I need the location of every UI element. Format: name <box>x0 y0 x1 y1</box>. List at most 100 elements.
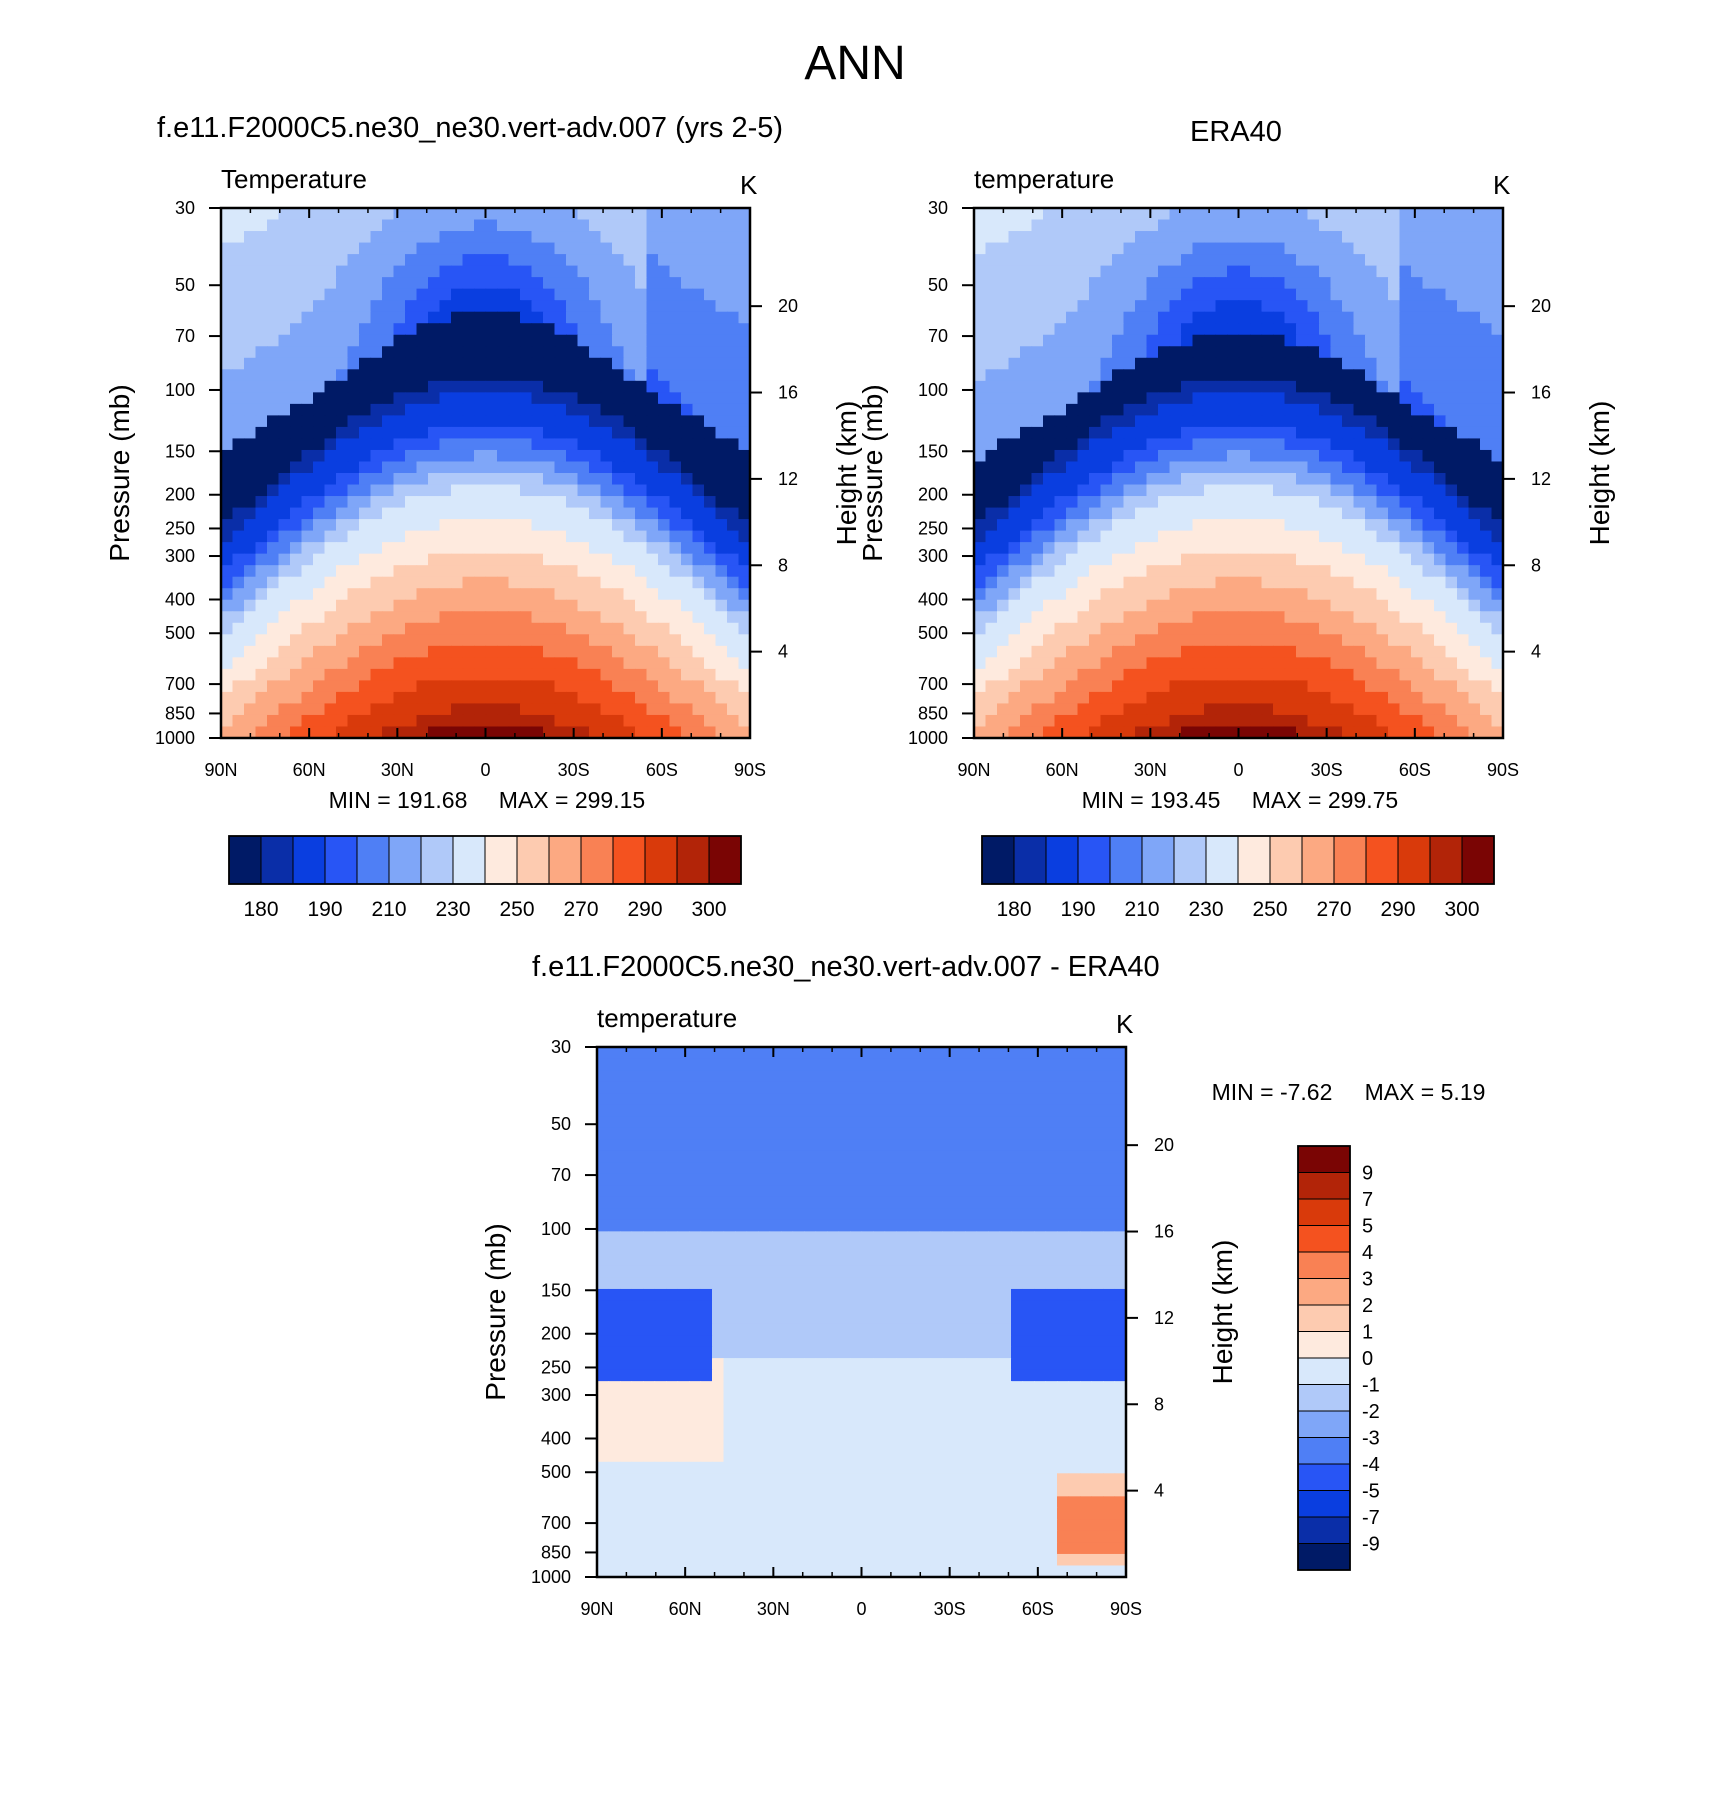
contour-cell <box>758 1173 771 1186</box>
contour-cell <box>681 438 694 451</box>
contour-cell <box>643 1104 656 1117</box>
contour-cell <box>827 1081 840 1094</box>
contour-cell <box>1054 599 1067 612</box>
contour-cell <box>428 691 441 705</box>
contour-cell <box>370 703 383 716</box>
contour-cell <box>462 484 475 497</box>
contour-cell <box>1034 1104 1047 1117</box>
contour-cell <box>566 507 579 520</box>
contour-cell <box>654 1150 667 1163</box>
contour-cell <box>738 231 750 244</box>
contour-cell <box>1020 588 1033 601</box>
contour-cell <box>1057 1047 1070 1060</box>
contour-cell <box>577 438 590 451</box>
contour-cell <box>1100 265 1113 278</box>
contour-cell <box>1399 392 1412 405</box>
contour-cell <box>1296 277 1309 290</box>
contour-cell <box>1112 392 1125 405</box>
contour-cell <box>1020 599 1033 612</box>
contour-cell <box>612 426 625 440</box>
contour-cell <box>382 323 395 336</box>
contour-cell <box>600 553 613 566</box>
contour-cell <box>974 357 987 370</box>
contour-cell <box>1135 553 1148 566</box>
contour-cell <box>1181 254 1194 267</box>
contour-cell <box>451 507 464 520</box>
contour-cell <box>738 542 750 555</box>
contour-cell <box>1123 346 1136 359</box>
contour-cell <box>255 323 268 336</box>
contour-cell <box>1066 496 1079 509</box>
contour-cell <box>1089 726 1102 738</box>
contour-cell <box>1273 668 1286 681</box>
contour-cell <box>1273 311 1286 324</box>
contour-cell <box>336 415 349 428</box>
contour-cell <box>531 599 544 612</box>
contour-cell <box>278 565 291 578</box>
contour-cell <box>405 415 418 428</box>
contour-cell <box>1146 622 1159 635</box>
contour-cell <box>1192 703 1205 716</box>
contour-cell <box>1077 231 1090 244</box>
contour-cell <box>658 300 671 313</box>
contour-cell <box>1146 277 1159 290</box>
contour-cell <box>393 645 406 658</box>
contour-cell <box>997 323 1010 336</box>
contour-cell <box>727 691 740 705</box>
contour-cell <box>1422 231 1435 244</box>
contour-cell <box>635 461 648 474</box>
contour-cell <box>336 611 349 624</box>
contour-cell <box>1089 231 1102 244</box>
contour-cell <box>1077 242 1090 255</box>
contour-cell <box>301 277 314 290</box>
contour-cell <box>861 1173 874 1186</box>
contour-cell <box>1011 1127 1024 1140</box>
contour-cell <box>531 496 544 509</box>
contour-cell <box>221 703 234 716</box>
contour-cell <box>1215 265 1228 278</box>
contour-cell <box>1135 473 1148 486</box>
contour-cell <box>577 680 590 693</box>
contour-cell <box>1181 300 1194 313</box>
contour-cell <box>1273 357 1286 370</box>
contour-cell <box>1411 461 1424 474</box>
contour-cell <box>1388 473 1401 486</box>
contour-cell <box>654 1173 667 1186</box>
contour-cell <box>416 403 429 416</box>
contour-cell <box>1100 703 1113 716</box>
contour-cell <box>1089 657 1102 670</box>
contour-cell <box>405 473 418 486</box>
contour-cell <box>1020 403 1033 416</box>
contour-cell <box>1020 277 1033 290</box>
contour-cell <box>1169 484 1182 497</box>
contour-cell <box>1307 473 1320 486</box>
contour-cell <box>838 1162 851 1175</box>
contour-cell <box>1422 691 1435 705</box>
contour-cell <box>623 634 636 647</box>
contour-cell <box>1034 1081 1047 1094</box>
contour-cell <box>781 1173 794 1186</box>
contour-cell <box>1066 576 1079 589</box>
contour-cell <box>1077 565 1090 578</box>
contour-cell <box>1077 426 1090 440</box>
contour-cell <box>974 265 987 278</box>
contour-cell <box>347 403 360 416</box>
contour-cell <box>658 392 671 405</box>
contour-cell <box>896 1070 909 1083</box>
contour-cell <box>1066 219 1079 232</box>
contour-cell <box>815 1116 828 1129</box>
contour-cell <box>347 726 360 738</box>
contour-cell <box>1123 208 1136 221</box>
contour-cell <box>1342 323 1355 336</box>
contour-cell <box>393 496 406 509</box>
contour-cell <box>727 553 740 566</box>
contour-cell <box>1100 438 1113 451</box>
contour-cell <box>267 645 280 658</box>
contour-cell <box>370 691 383 705</box>
contour-cell <box>1077 553 1090 566</box>
contour-cell <box>997 519 1010 532</box>
contour-cell <box>597 1047 610 1060</box>
contour-cell <box>1250 380 1263 393</box>
contour-cell <box>997 392 1010 405</box>
contour-cell <box>1457 277 1470 290</box>
